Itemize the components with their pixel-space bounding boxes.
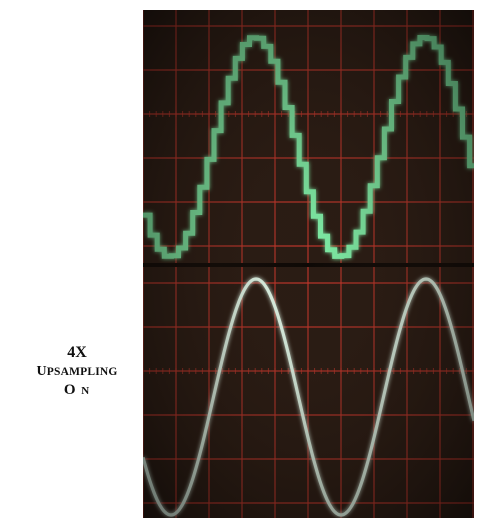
caption-line-3-rest: N (81, 384, 91, 397)
caption: 4X UPSAMPLING O N (22, 343, 132, 399)
oscilloscope-photo (143, 10, 474, 518)
caption-line-2: UPSAMPLING (22, 363, 132, 381)
caption-line-2-initial: U (36, 364, 47, 379)
caption-line-3-initial: O (63, 381, 77, 398)
oscilloscope-screen (143, 10, 474, 518)
caption-line-2-rest: PSAMPLING (46, 366, 118, 378)
caption-line-3: O N (22, 381, 132, 400)
vignette (143, 10, 474, 518)
caption-line-1: 4X (67, 344, 87, 361)
